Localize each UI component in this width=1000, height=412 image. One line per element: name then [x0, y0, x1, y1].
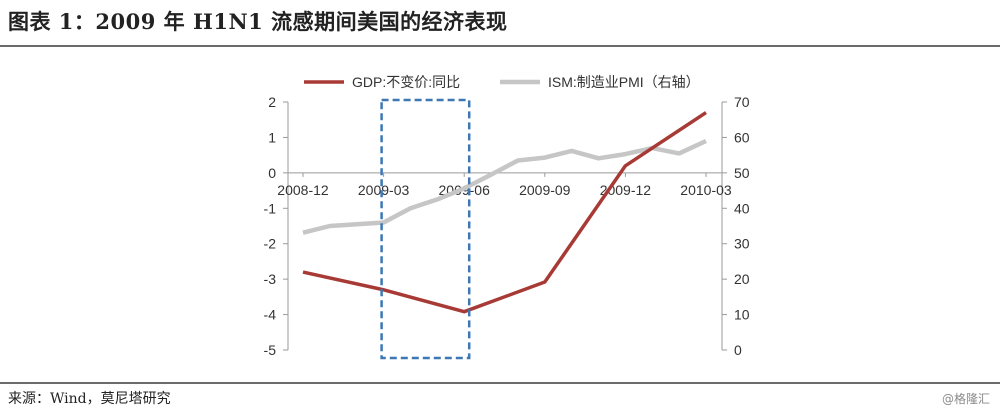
y-right-tick-label: 10 — [734, 307, 750, 323]
y-right-tick-label: 70 — [734, 94, 750, 110]
y-left-tick-label: -1 — [264, 200, 277, 216]
bottom-rule — [0, 382, 1000, 384]
source-note: 来源：Wind，莫尼塔研究 — [8, 391, 171, 407]
y-left-tick-label: 0 — [268, 165, 276, 181]
legend: GDP:不变价:同比 ISM:制造业PMI（右轴） — [304, 74, 700, 90]
y-left-tick-label: -2 — [264, 236, 277, 252]
y-left-tick-label: 1 — [268, 129, 276, 145]
y-right-tick-label: 60 — [734, 129, 750, 145]
y-right-tick-label: 0 — [734, 342, 742, 358]
x-tick-label: 2010-03 — [680, 182, 732, 198]
x-tick-label: 2008-12 — [277, 182, 329, 198]
y-right-tick-label: 50 — [734, 165, 750, 181]
watermark: @格隆汇 — [941, 392, 990, 406]
gdp-line — [302, 111, 707, 314]
pmi-line — [302, 138, 707, 235]
y-left-tick-label: -3 — [264, 271, 277, 287]
highlight-box — [380, 98, 471, 360]
top-rule — [0, 45, 1000, 47]
y-right-tick-label: 40 — [734, 200, 750, 216]
x-tick-label: 2009-03 — [358, 182, 410, 198]
legend-pmi-label: ISM:制造业PMI（右轴） — [548, 74, 700, 90]
y-left-tick-label: 2 — [268, 94, 276, 110]
legend-gdp-label: GDP:不变价:同比 — [352, 74, 460, 90]
y-right-tick-label: 30 — [734, 236, 750, 252]
y-left-tick-label: -5 — [264, 342, 277, 358]
x-tick-label: 2009-09 — [519, 182, 571, 198]
y-left-tick-label: -4 — [264, 307, 277, 323]
chart-svg: GDP:不变价:同比 ISM:制造业PMI（右轴） 210-1-2-3-4-57… — [264, 74, 750, 360]
chart-area: GDP:不变价:同比 ISM:制造业PMI（右轴） 2 1 0 -1 -2 -3 -4 -5 7… — [0, 48, 1000, 380]
figure-title: 图表 1：2009 年 H1N1 流感期间美国的经济表现 — [8, 9, 508, 34]
y-right-tick-label: 20 — [734, 271, 750, 287]
